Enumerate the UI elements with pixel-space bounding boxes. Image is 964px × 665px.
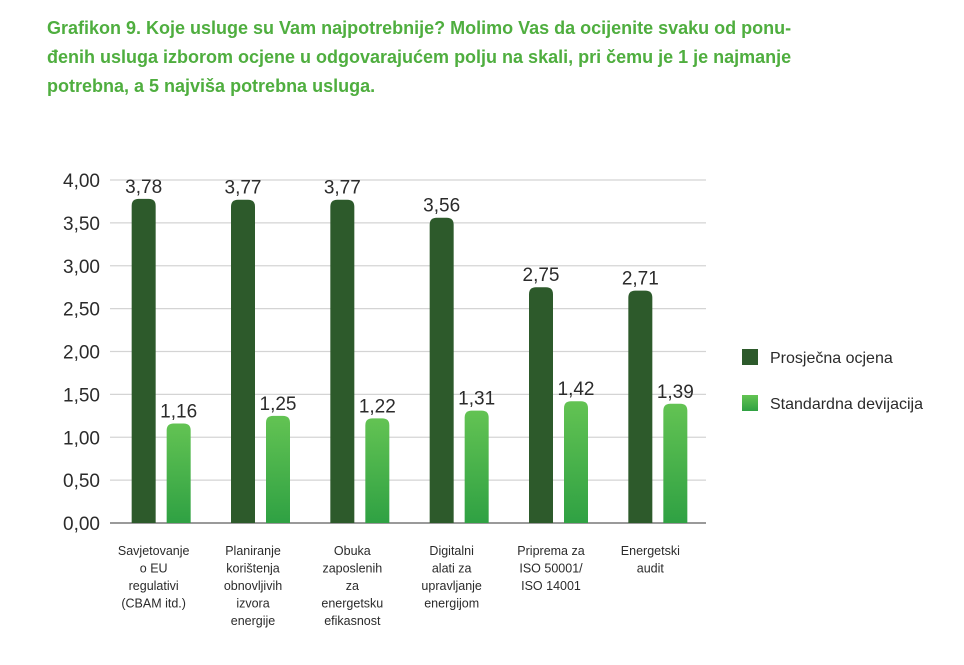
y-tick-label: 0,00 [63, 514, 100, 535]
data-label: 1,42 [558, 379, 595, 400]
bar-prosjecna-ocjena [330, 199, 355, 523]
data-label: 2,71 [622, 269, 659, 290]
category-label: Planiranje [225, 544, 281, 558]
title-line-1: Grafikon 9. Koje usluge su Vam najpotreb… [47, 18, 792, 38]
category-label: (CBAM itd.) [121, 597, 186, 611]
data-label: 3,77 [324, 178, 361, 199]
bar-prosjecna-ocjena [231, 199, 255, 523]
y-tick-label: 2,00 [63, 343, 100, 364]
category-label: efikasnost [324, 614, 381, 628]
data-label: 3,77 [225, 178, 262, 199]
legend: Prosječna ocjena Standardna devijacija [742, 349, 923, 413]
category-label: izvora [236, 597, 269, 611]
bar-standardna-devijacija [365, 418, 390, 523]
category-label: energetsku [321, 597, 383, 611]
y-tick-label: 0,50 [63, 471, 100, 492]
category-label: ISO 50001/ [519, 562, 583, 576]
bar-prosjecna-ocjena [131, 198, 156, 524]
data-label: 2,75 [523, 265, 560, 286]
category-label: Obuka [334, 544, 371, 558]
x-axis-categories: Savjetovanje o EU regulativi (CBAM itd.) Pla… [118, 544, 680, 628]
legend-swatch [742, 349, 758, 365]
legend-label: Prosječna ocjena [770, 350, 893, 367]
grid-lines [110, 179, 706, 481]
chart-title: Grafikon 9. Koje usluge su Vam najpotreb… [47, 14, 927, 101]
category-label: energije [231, 614, 276, 628]
y-tick-label: 4,00 [63, 171, 100, 192]
y-tick-label: 3,00 [63, 257, 100, 278]
bar-prosjecna-ocjena [529, 287, 553, 523]
data-label: 3,78 [125, 177, 162, 198]
data-label: 1,39 [657, 382, 694, 403]
legend-label: Standardna devijacija [770, 396, 923, 413]
y-tick-label: 3,50 [63, 214, 100, 235]
title-line-3: potrebna, a 5 najviša potrebna usluga. [47, 76, 376, 96]
data-label: 1,16 [160, 402, 197, 423]
value-labels: 3,78 1,16 3,77 1,25 3,77 1,22 3,56 1,31 2,75 1,42… [125, 177, 694, 423]
category-label: Digitalni [429, 544, 473, 558]
data-label: 1,31 [458, 389, 495, 410]
y-tick-label: 2,50 [63, 300, 100, 321]
y-tick-label: 1,50 [63, 385, 100, 406]
legend-swatch [742, 395, 758, 411]
category-label: Priprema za [517, 544, 584, 558]
category-label: alati za [432, 562, 472, 576]
bar-prosjecna-ocjena [628, 290, 653, 523]
bar-standardna-devijacija [564, 401, 588, 523]
category-label: za [346, 579, 359, 593]
data-label: 1,22 [359, 396, 396, 417]
bar-prosjecna-ocjena [429, 217, 454, 524]
y-axis: 0,00 0,50 1,00 1,50 2,00 2,50 3,00 3,50 4,00 [63, 171, 706, 535]
category-label: ISO 14001 [521, 579, 581, 593]
category-label: Savjetovanje [118, 544, 190, 558]
bar-standardna-devijacija [663, 403, 688, 523]
bar-standardna-devijacija [166, 423, 191, 523]
data-label: 3,56 [423, 196, 460, 217]
category-label: zaposlenih [322, 562, 382, 576]
title-line-2: đenih usluga izborom ocjene u odgovaraju… [47, 47, 792, 67]
category-label: o EU [140, 562, 168, 576]
bar-standardna-devijacija [266, 415, 290, 523]
category-label: obnovljivih [224, 579, 282, 593]
category-label: audit [637, 562, 665, 576]
y-tick-label: 1,00 [63, 428, 100, 449]
bar-standardna-devijacija [464, 410, 489, 523]
category-label: energijom [424, 597, 479, 611]
category-label: regulativi [129, 579, 179, 593]
category-label: upravljanje [421, 579, 482, 593]
data-label: 1,25 [260, 394, 297, 415]
category-label: korištenja [226, 562, 280, 576]
category-label: Energetski [621, 544, 680, 558]
bars [131, 198, 688, 524]
